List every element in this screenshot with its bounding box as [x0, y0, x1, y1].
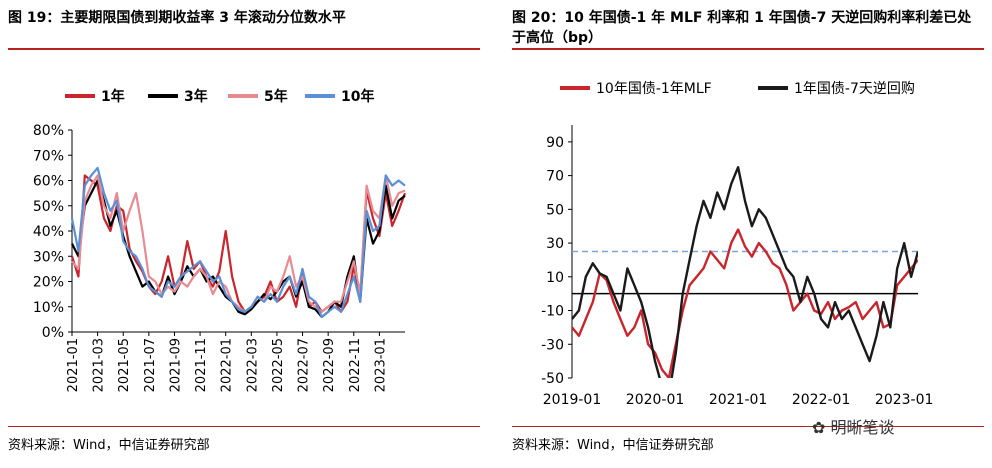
left-title-rule [8, 48, 480, 50]
right-y-tick-label-7: 90 [546, 135, 564, 151]
left-chart-title: 图 19：主要期限国债到期收益率 3 年滚动分位数水平 [8, 10, 346, 26]
left-x-tick-label-11: 2022-11 [348, 338, 363, 392]
left-y-tick-label-5: 50% [33, 199, 64, 215]
left-y-tick-label-8: 80% [33, 123, 64, 139]
left-x-tick-label-9: 2022-07 [297, 338, 312, 392]
left-y-tick-label-3: 30% [33, 249, 64, 265]
right-source-rule [512, 426, 984, 427]
left-y-tick-label-1: 10% [33, 300, 64, 316]
right-lines [572, 165, 918, 378]
left-legend-label-3: 10年 [341, 88, 374, 105]
left-x-tick-label-7: 2022-03 [245, 338, 260, 392]
right-y-tick-label-5: 50 [546, 202, 564, 218]
left-y-tick-label-2: 20% [33, 275, 64, 291]
right-legend: 10年国债-1年MLF 1年国债-7天逆回购 [560, 81, 915, 97]
right-series-line-0 [572, 228, 918, 378]
right-source: 资料来源：Wind，中信证券研究部 [512, 438, 714, 453]
left-x-tick-label-1: 2021-03 [92, 338, 107, 392]
right-axes: -50 -30 -10 10 30 50 70 90 2019-01 2020-01 2021-01… [541, 125, 933, 408]
left-lines [70, 166, 407, 318]
right-chart-title-line1: 图 20：10 年国债-1 年 MLF 利率和 1 年国债-7 天逆回购利率利差… [512, 10, 972, 26]
left-y-tick-label-4: 40% [33, 224, 64, 240]
right-x-tick-label-4: 2023-01 [875, 392, 934, 408]
left-y-tick-label-0: 0% [42, 325, 64, 341]
left-legend-label-2: 5年 [264, 88, 288, 105]
left-x-tick-label-10: 2022-09 [322, 338, 337, 392]
right-series-line-1 [572, 165, 918, 378]
right-y-tick-label-4: 30 [546, 236, 564, 252]
right-y-tick-label-0: -50 [541, 371, 564, 387]
left-x-tick-label-8: 2022-05 [271, 338, 286, 392]
left-source: 资料来源：Wind，中信证券研究部 [8, 438, 210, 453]
left-source-rule [8, 426, 480, 427]
watermark-text: 明晰笔谈 [830, 418, 895, 437]
right-chart: 10年国债-1年MLF 1年国债-7天逆回购 -50 -30 -10 10 30 50 70 9… [541, 81, 933, 408]
right-legend-label-1: 1年国债-7天逆回购 [794, 81, 915, 97]
left-series-line-2 [71, 174, 406, 313]
right-chart-title-line2: 于高位（bp） [512, 30, 603, 46]
right-x-tick-label-2: 2021-01 [709, 392, 768, 408]
right-y-tick-label-2: -10 [541, 304, 564, 320]
left-x-tick-label-12: 2023-01 [373, 338, 388, 392]
left-x-tick-label-2: 2021-05 [117, 338, 132, 392]
right-x-tick-label-3: 2022-01 [792, 392, 851, 408]
right-x-tick-label-0: 2019-01 [543, 392, 602, 408]
left-legend-label-1: 3年 [184, 88, 208, 105]
left-series-line-3 [70, 166, 406, 318]
left-x-tick-label-0: 2021-01 [66, 338, 81, 392]
right-title-rule [512, 48, 984, 50]
left-axes: 0% 10% 20% 30% 40% 50% 60% 70% 80% 2021-01 2021-03… [33, 123, 405, 392]
left-x-tick-label-6: 2022-01 [220, 338, 235, 392]
wechat-watermark: ✿ 明晰笔谈 [812, 414, 895, 438]
left-y-tick-label-7: 70% [33, 148, 64, 164]
left-legend-label-0: 1年 [101, 88, 125, 105]
wechat-icon: ✿ [812, 418, 826, 437]
left-x-tick-label-4: 2021-09 [168, 338, 183, 392]
left-series-line-1 [71, 179, 406, 318]
left-chart: 1年 3年 5年 10年 0% 10% 20% 30% 40% 50% 60% 70% 80% 2021… [33, 88, 407, 392]
right-y-tick-label-3: 10 [546, 270, 564, 286]
left-x-tick-label-5: 2021-11 [194, 338, 209, 392]
left-x-tick-label-3: 2021-07 [143, 338, 158, 392]
left-y-tick-label-6: 60% [33, 174, 64, 190]
left-legend: 1年 3年 5年 10年 [65, 88, 374, 105]
right-legend-label-0: 10年国债-1年MLF [596, 81, 712, 97]
right-x-tick-label-1: 2020-01 [626, 392, 685, 408]
left-series-line-0 [70, 174, 407, 313]
right-y-tick-label-1: -30 [541, 337, 564, 353]
right-y-tick-label-6: 70 [546, 169, 564, 185]
